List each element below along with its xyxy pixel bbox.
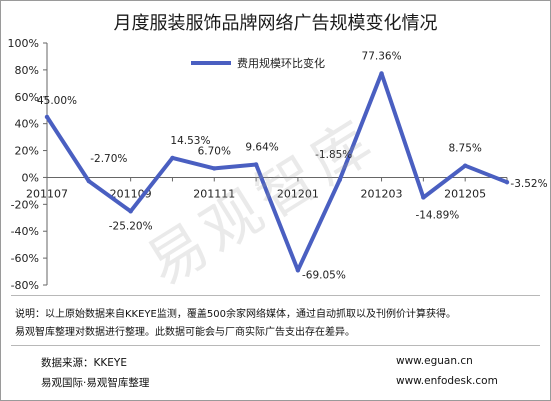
data-label: -3.52% <box>510 178 547 190</box>
site-enfodesk: www.enfodesk.com <box>396 375 498 387</box>
data-label: 8.75% <box>449 143 482 155</box>
data-point <box>504 179 510 185</box>
data-label: 6.70% <box>198 145 231 157</box>
data-point <box>128 209 133 214</box>
data-label: -2.70% <box>90 153 127 165</box>
data-point <box>253 162 259 167</box>
y-tick-label: 100% <box>8 37 39 50</box>
data-point <box>212 166 217 171</box>
data-label: 45.00% <box>37 95 77 107</box>
data-point <box>379 71 384 76</box>
notes-divider <box>11 295 540 296</box>
legend-label: 费用规模环比变化 <box>237 56 325 70</box>
y-tick-label: -60% <box>11 252 39 265</box>
chart-title: 月度服装服饰品牌网络广告规模变化情况 <box>113 13 438 34</box>
y-tick-label: 40% <box>15 118 39 131</box>
x-tick-label: 201111 <box>193 187 235 200</box>
data-label: -14.89% <box>415 209 459 221</box>
note-line-2: 易观智库整理对数据进行整理。此数据可能会与厂商实际广告支出存在差异。 <box>15 327 355 338</box>
x-tick-label: 201201 <box>277 187 319 200</box>
series-line <box>45 71 509 273</box>
data-label: -1.85% <box>315 149 352 161</box>
y-tick-label: 60% <box>15 91 39 104</box>
data-point <box>421 195 426 200</box>
x-tick-label: 201205 <box>444 187 486 200</box>
x-tick-label: 201203 <box>361 187 403 200</box>
line-chart: 100% 80% 60% 40% 20% 0% -20% -40% -60% -80% 201107… <box>8 37 548 292</box>
x-tick-label: 201107 <box>26 187 68 200</box>
data-label: 9.64% <box>245 141 278 153</box>
data-label: 14.53% <box>170 135 210 147</box>
data-label: -69.05% <box>302 269 346 281</box>
data-point <box>337 177 342 183</box>
data-point <box>462 163 468 168</box>
note-line-1: 说明：以上原始数据来自KKEYE监测，覆盖500余家网络媒体，通过自动抓取以及刊… <box>15 309 456 320</box>
data-point <box>170 155 175 161</box>
y-tick-label: -20% <box>11 198 39 211</box>
data-point <box>86 178 92 184</box>
data-point <box>295 268 301 273</box>
data-label: -25.20% <box>109 220 153 232</box>
y-tick-label: 20% <box>15 145 39 158</box>
source-org: 易观国际·易观智库整理 <box>41 377 150 389</box>
site-eguan: www.eguan.cn <box>396 355 473 367</box>
source-divider <box>11 345 540 346</box>
data-point <box>44 114 50 120</box>
y-tick-label: 0% <box>22 171 39 184</box>
source-data: 数据来源：KKEYE <box>41 357 127 369</box>
y-tick-label: -80% <box>11 279 39 292</box>
y-tick-label: 80% <box>15 64 39 77</box>
data-label: 77.36% <box>362 50 402 62</box>
y-tick-label: -40% <box>11 225 39 238</box>
